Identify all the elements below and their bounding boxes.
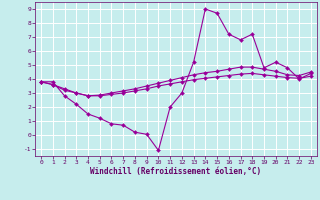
X-axis label: Windchill (Refroidissement éolien,°C): Windchill (Refroidissement éolien,°C) (91, 167, 261, 176)
